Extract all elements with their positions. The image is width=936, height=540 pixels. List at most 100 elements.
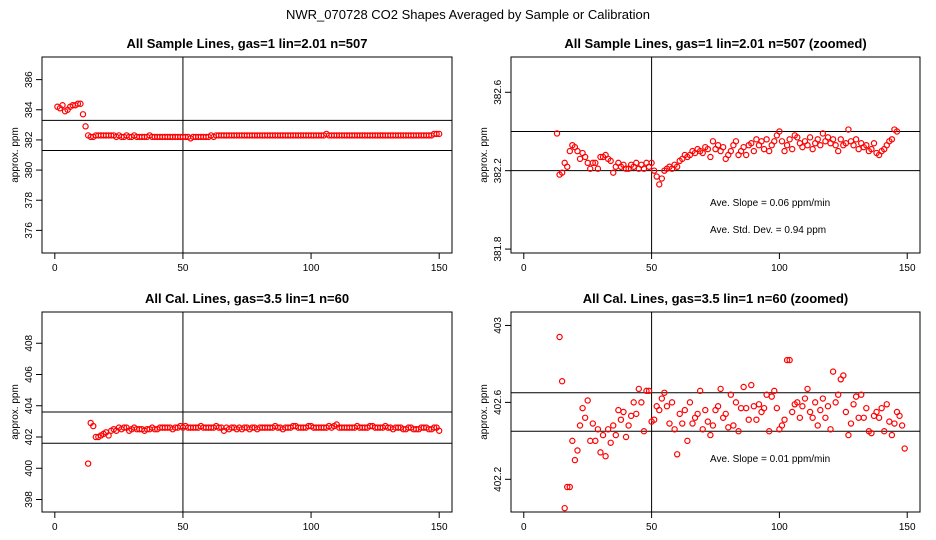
x-tick-label: 50 bbox=[646, 263, 658, 274]
data-point bbox=[902, 0, 907, 3]
data-point bbox=[750, 147, 758, 155]
data-point bbox=[607, 439, 614, 446]
data-point bbox=[905, 0, 910, 3]
data-point bbox=[878, 404, 885, 412]
data-point bbox=[735, 428, 742, 435]
data-point bbox=[809, 145, 816, 153]
data-point bbox=[781, 147, 788, 155]
data-point bbox=[612, 431, 620, 439]
data-point bbox=[673, 451, 681, 458]
data-point bbox=[873, 408, 880, 416]
data-point bbox=[875, 414, 883, 421]
data-point bbox=[900, 0, 905, 3]
data-point bbox=[804, 385, 811, 393]
data-point bbox=[587, 437, 594, 445]
chart-title: All Cal. Lines, gas=3.5 lin=1 n=60 bbox=[145, 291, 349, 306]
y-tick-label: 402 bbox=[24, 428, 35, 445]
plot-area bbox=[511, 0, 920, 253]
y-tick-label: 381.8 bbox=[493, 236, 504, 261]
data-point bbox=[814, 136, 821, 143]
data-point bbox=[881, 428, 888, 435]
data-point bbox=[893, 128, 901, 135]
y-tick-label: 382 bbox=[24, 131, 35, 148]
data-point bbox=[753, 136, 760, 143]
y-axis-label: approx. ppm bbox=[10, 384, 21, 440]
data-point bbox=[786, 136, 793, 143]
data-point bbox=[868, 145, 875, 153]
data-point bbox=[105, 432, 112, 439]
data-point bbox=[658, 175, 666, 182]
plot-area bbox=[42, 312, 452, 512]
data-point bbox=[737, 404, 745, 412]
data-point bbox=[745, 416, 752, 423]
y-tick-label: 400 bbox=[24, 459, 35, 476]
data-point bbox=[819, 395, 827, 402]
data-point bbox=[668, 399, 676, 406]
data-point bbox=[610, 169, 617, 176]
data-point bbox=[90, 422, 97, 430]
data-point bbox=[860, 414, 867, 421]
plot-area bbox=[42, 57, 452, 253]
data-point bbox=[842, 408, 850, 416]
x-tick-label: 150 bbox=[431, 522, 448, 533]
chart-panel-4: All Cal. Lines, gas=3.5 lin=1 n=60 (zoom… bbox=[479, 291, 921, 533]
data-point bbox=[684, 437, 691, 445]
data-point bbox=[686, 399, 694, 406]
data-point bbox=[896, 412, 903, 420]
data-point bbox=[776, 128, 783, 135]
x-tick-label: 150 bbox=[431, 263, 448, 274]
data-point bbox=[727, 391, 735, 398]
data-point bbox=[564, 163, 571, 170]
y-axis-label: approx. ppm bbox=[479, 384, 490, 440]
y-tick-label: 408 bbox=[24, 334, 35, 351]
data-point bbox=[643, 387, 650, 395]
data-point bbox=[82, 123, 89, 130]
figure-title: NWR_070728 CO2 Shapes Averaged by Sample… bbox=[286, 7, 650, 22]
data-point bbox=[750, 403, 758, 410]
data-point bbox=[594, 426, 602, 433]
data-point bbox=[597, 449, 604, 456]
y-tick-label: 382.6 bbox=[493, 79, 504, 104]
data-point bbox=[855, 414, 862, 421]
y-tick-label: 404 bbox=[24, 397, 35, 414]
data-point bbox=[569, 437, 576, 445]
data-point bbox=[648, 159, 655, 167]
data-point bbox=[835, 147, 842, 155]
data-point bbox=[627, 412, 635, 420]
y-tick-label: 382.2 bbox=[493, 158, 504, 183]
data-point bbox=[765, 428, 773, 435]
data-point bbox=[704, 145, 712, 153]
data-point bbox=[852, 136, 860, 143]
data-point bbox=[817, 141, 824, 149]
data-point bbox=[778, 422, 786, 429]
data-point bbox=[811, 399, 819, 406]
data-point bbox=[799, 143, 806, 151]
data-point bbox=[781, 416, 788, 423]
data-point bbox=[581, 153, 589, 161]
data-point bbox=[599, 431, 607, 439]
data-point bbox=[653, 173, 660, 180]
data-point bbox=[622, 433, 630, 441]
x-tick-label: 0 bbox=[521, 263, 527, 274]
data-point bbox=[587, 165, 594, 172]
data-point bbox=[888, 136, 896, 143]
data-point bbox=[753, 416, 760, 423]
data-point bbox=[768, 393, 775, 400]
data-point bbox=[571, 456, 579, 464]
data-point bbox=[215, 424, 223, 431]
data-point bbox=[656, 406, 663, 414]
data-point bbox=[558, 169, 566, 176]
x-tick-label: 100 bbox=[303, 263, 320, 274]
data-point bbox=[574, 147, 581, 155]
data-point bbox=[888, 431, 896, 439]
data-point bbox=[804, 141, 811, 149]
data-point bbox=[765, 147, 773, 155]
data-point bbox=[845, 126, 852, 133]
y-axis-label: approx. ppm bbox=[10, 127, 21, 183]
data-point bbox=[760, 145, 768, 153]
chart-panel-1: All Sample Lines, gas=1 lin=2.01 n=507 0 5… bbox=[10, 36, 453, 274]
data-point bbox=[788, 145, 796, 153]
data-point bbox=[883, 401, 890, 408]
annotation: Ave. Std. Dev. = 0.94 ppm bbox=[710, 225, 826, 236]
data-point bbox=[566, 483, 573, 491]
